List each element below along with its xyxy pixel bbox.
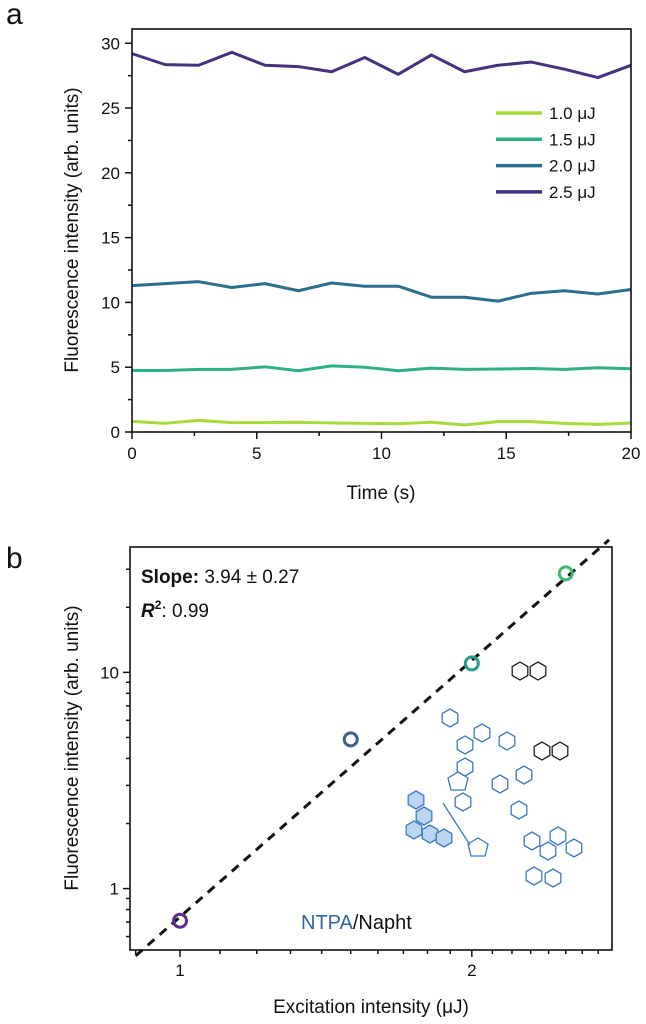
x-tick-label: 15 xyxy=(497,444,516,463)
data-point xyxy=(557,565,574,582)
series-line xyxy=(131,50,632,80)
phenyl-ring xyxy=(549,826,567,846)
legend-label: 1.0 μJ xyxy=(549,104,596,123)
y-tick-label: 15 xyxy=(101,229,120,248)
phenyl-ring xyxy=(456,735,474,755)
legend-label: 1.5 μJ xyxy=(549,130,596,149)
panel-a-y-axis-label: Fluorescence intensity (arb. units) xyxy=(62,87,83,372)
phenyl-ring xyxy=(515,765,533,785)
panel-b-x-axis-label: Excitation intensity (μJ) xyxy=(273,997,469,1018)
panel-b-frame xyxy=(129,546,613,951)
pyrene-ring xyxy=(405,820,423,840)
x-tick-label: 20 xyxy=(622,444,641,463)
naphthalimide-ring xyxy=(529,661,547,681)
r2-superscript: 2 xyxy=(155,598,162,612)
x-tick-label: 2 xyxy=(467,961,476,980)
panel-b-y-axis-label: Fluorescence intensity (arb. units) xyxy=(62,605,83,890)
panel-b-label: b xyxy=(6,542,23,575)
naphthalimide-ring xyxy=(551,741,569,761)
compound-label-napht: /Napht xyxy=(353,912,412,934)
slope-label: Slope: xyxy=(141,567,199,588)
y-tick-label: 25 xyxy=(101,99,120,118)
y-tick-label: 0 xyxy=(111,423,120,442)
x-tick-label: 0 xyxy=(127,444,136,463)
y-tick-label: 20 xyxy=(101,164,120,183)
data-point xyxy=(342,731,359,748)
triazole-ring xyxy=(467,837,489,857)
pyrene-ring xyxy=(407,790,425,810)
r2-annotation: R2: 0.99 xyxy=(141,598,209,622)
phenyl-ring xyxy=(510,800,528,820)
x-tick-label: 10 xyxy=(372,444,391,463)
compound-label-ntpa: NTPA xyxy=(301,912,354,934)
phenyl-ring xyxy=(498,731,516,751)
phenyl-ring xyxy=(491,774,509,794)
pyrene-ring xyxy=(435,828,453,848)
x-tick-label: 5 xyxy=(252,444,261,463)
molecule-structure-illustration xyxy=(405,661,583,888)
phenyl-ring xyxy=(539,841,557,861)
pyrene-ring xyxy=(415,806,433,826)
triazole-ring xyxy=(447,771,469,791)
x-tick-label: 1 xyxy=(175,961,184,980)
phenyl-ring xyxy=(473,723,491,743)
r2-value: : 0.99 xyxy=(161,601,209,622)
phenyl-ring xyxy=(544,868,562,888)
y-tick-label: 5 xyxy=(111,358,120,377)
y-tick-label: 1 xyxy=(110,880,119,899)
y-tick-label: 10 xyxy=(100,663,119,682)
naphthalimide-ring xyxy=(511,661,529,681)
phenyl-ring xyxy=(454,792,472,812)
legend-label: 2.5 μJ xyxy=(549,183,596,202)
legend-label: 2.0 μJ xyxy=(549,157,596,176)
panel-a-label: a xyxy=(6,0,23,31)
naphthalimide-ring xyxy=(533,741,551,761)
phenyl-ring xyxy=(523,831,541,851)
y-tick-label: 10 xyxy=(101,293,120,312)
panel-a-x-axis-label: Time (s) xyxy=(347,483,416,504)
data-point xyxy=(463,655,480,672)
phenyl-ring xyxy=(565,838,583,858)
phenyl-ring xyxy=(441,708,459,728)
panel-a-legend: 1.0 μJ 1.5 μJ 2.0 μJ 2.5 μJ xyxy=(496,104,596,202)
y-tick-label: 30 xyxy=(101,34,120,53)
data-point xyxy=(172,912,189,929)
panel-a-plot: 0 5 10 15 20 0 5 10 15 20 25 30 xyxy=(101,34,640,463)
series-line xyxy=(131,280,632,303)
slope-value: 3.94 ± 0.27 xyxy=(199,567,299,588)
panel-a-frame xyxy=(131,28,632,433)
bond xyxy=(442,802,471,846)
series-line xyxy=(131,418,632,427)
series-line xyxy=(132,364,632,373)
r2-label: R xyxy=(141,601,155,622)
pyrene-ring xyxy=(421,824,439,844)
phenyl-ring xyxy=(525,866,543,886)
panel-b-plot: 1 2 1 10 xyxy=(100,538,610,980)
compound-label: NTPA/Napht xyxy=(301,912,412,934)
slope-annotation: Slope: 3.94 ± 0.27 xyxy=(141,567,299,588)
